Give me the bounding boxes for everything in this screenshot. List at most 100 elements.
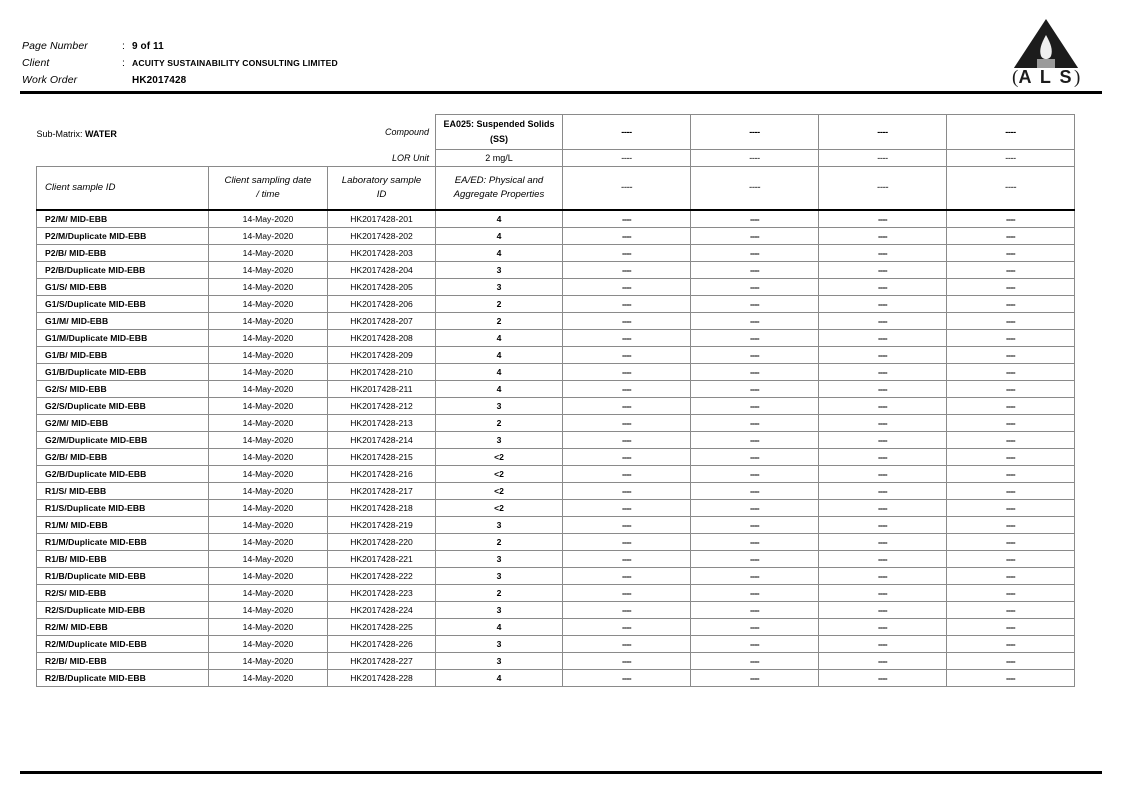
row-result-value-4: ---- [946, 209, 1075, 228]
row-lab-sample-id: HK2017428-210 [327, 363, 436, 381]
row-sampling-date: 14-May-2020 [208, 482, 328, 500]
row-sampling-date: 14-May-2020 [208, 397, 328, 415]
row-result-value-1: ---- [562, 227, 691, 245]
row-client-sample-id: G1/S/ MID-EBB [36, 278, 209, 296]
row-result-value-2: ---- [690, 209, 819, 228]
row-result-value-3: ---- [818, 669, 947, 687]
column-header-sampling-date-line1: Client sampling date [224, 175, 312, 186]
lor-unit-label: LOR Unit [327, 149, 436, 167]
row-result-value-0: 4 [435, 227, 563, 245]
row-result-value-1: ---- [562, 244, 691, 262]
row-result-value-1: ---- [562, 516, 691, 534]
row-result-value-4: ---- [946, 227, 1075, 245]
header-row-work-order: Work Order HK2017428 [22, 74, 982, 88]
row-result-value-1: ---- [562, 533, 691, 551]
table-row: R2/B/ MID-EBB 14-May-2020 HK2017428-227 3 --… [36, 652, 1075, 670]
row-result-value-0: 3 [435, 601, 563, 619]
row-result-value-4: ---- [946, 397, 1075, 415]
row-sampling-date: 14-May-2020 [208, 448, 328, 466]
row-result-value-3: ---- [818, 516, 947, 534]
row-result-value-4: ---- [946, 346, 1075, 364]
footer-divider-rule [20, 771, 1102, 774]
column-header-lab-sample-id: Laboratory sample ID [327, 166, 436, 211]
lor-unit-value-4: ---- [946, 149, 1075, 167]
row-client-sample-id: R1/M/ MID-EBB [36, 516, 209, 534]
row-result-value-0: <2 [435, 465, 563, 483]
row-result-value-0: 2 [435, 414, 563, 432]
row-result-value-2: ---- [690, 227, 819, 245]
row-sampling-date: 14-May-2020 [208, 363, 328, 381]
client-label: Client [22, 57, 50, 69]
row-sampling-date: 14-May-2020 [208, 261, 328, 279]
row-client-sample-id: P2/B/ MID-EBB [36, 244, 209, 262]
row-result-value-3: ---- [818, 448, 947, 466]
column-header-sampling-date: Client sampling date / time [208, 166, 328, 211]
row-result-value-4: ---- [946, 550, 1075, 568]
row-lab-sample-id: HK2017428-214 [327, 431, 436, 449]
column-header-client-sample-id: Client sample ID [36, 166, 209, 211]
row-result-value-0: 4 [435, 209, 563, 228]
row-result-value-3: ---- [818, 209, 947, 228]
row-result-value-3: ---- [818, 244, 947, 262]
work-order-label: Work Order [22, 74, 78, 86]
row-client-sample-id: P2/M/Duplicate MID-EBB [36, 227, 209, 245]
row-result-value-2: ---- [690, 261, 819, 279]
row-sampling-date: 14-May-2020 [208, 209, 328, 228]
row-result-value-3: ---- [818, 601, 947, 619]
row-sampling-date: 14-May-2020 [208, 567, 328, 585]
row-client-sample-id: G1/M/ MID-EBB [36, 312, 209, 330]
row-result-value-1: ---- [562, 499, 691, 517]
row-result-value-4: ---- [946, 584, 1075, 602]
row-result-value-0: 4 [435, 380, 563, 398]
row-lab-sample-id: HK2017428-228 [327, 669, 436, 687]
table-row: R1/S/Duplicate MID-EBB 14-May-2020 HK20174… [36, 499, 1075, 517]
table-row: P2/B/Duplicate MID-EBB 14-May-2020 HK20174… [36, 261, 1075, 279]
row-result-value-4: ---- [946, 533, 1075, 551]
row-client-sample-id: R1/M/Duplicate MID-EBB [36, 533, 209, 551]
report-header: Page Number : 9 of 11 Client : ACUITY SU… [22, 40, 982, 91]
row-result-value-0: <2 [435, 448, 563, 466]
table-row: P2/B/ MID-EBB 14-May-2020 HK2017428-203 4 --… [36, 244, 1075, 262]
row-client-sample-id: R2/M/ MID-EBB [36, 618, 209, 636]
row-sampling-date: 14-May-2020 [208, 431, 328, 449]
row-result-value-1: ---- [562, 652, 691, 670]
row-client-sample-id: G2/B/ MID-EBB [36, 448, 209, 466]
compound-name-2: ---- [690, 114, 819, 150]
row-lab-sample-id: HK2017428-224 [327, 601, 436, 619]
row-result-value-3: ---- [818, 380, 947, 398]
row-result-value-0: 3 [435, 261, 563, 279]
sub-matrix-value: WATER [85, 129, 117, 139]
row-result-value-4: ---- [946, 431, 1075, 449]
row-result-value-3: ---- [818, 550, 947, 568]
row-lab-sample-id: HK2017428-225 [327, 618, 436, 636]
row-result-value-0: 3 [435, 652, 563, 670]
row-result-value-2: ---- [690, 635, 819, 653]
table-row: G1/M/Duplicate MID-EBB 14-May-2020 HK20174… [36, 329, 1075, 347]
column-header-lab-sample-id-line2: ID [376, 189, 387, 200]
row-result-value-3: ---- [818, 397, 947, 415]
row-result-value-2: ---- [690, 618, 819, 636]
row-result-value-4: ---- [946, 244, 1075, 262]
row-result-value-3: ---- [818, 227, 947, 245]
table-row: G1/S/Duplicate MID-EBB 14-May-2020 HK20174… [36, 295, 1075, 313]
row-lab-sample-id: HK2017428-220 [327, 533, 436, 551]
row-sampling-date: 14-May-2020 [208, 329, 328, 347]
row-result-value-4: ---- [946, 312, 1075, 330]
row-client-sample-id: R1/B/Duplicate MID-EBB [36, 567, 209, 585]
row-client-sample-id: G1/B/Duplicate MID-EBB [36, 363, 209, 381]
row-result-value-2: ---- [690, 516, 819, 534]
column-header-row: Client sample ID Client sampling date / … [36, 166, 1075, 211]
table-row: R2/S/ MID-EBB 14-May-2020 HK2017428-223 2 --… [36, 584, 1075, 602]
row-result-value-0: 4 [435, 346, 563, 364]
row-result-value-3: ---- [818, 652, 947, 670]
als-logo-icon: ( A L S ) [1004, 19, 1088, 88]
row-result-value-2: ---- [690, 448, 819, 466]
row-lab-sample-id: HK2017428-219 [327, 516, 436, 534]
row-lab-sample-id: HK2017428-208 [327, 329, 436, 347]
row-lab-sample-id: HK2017428-209 [327, 346, 436, 364]
row-result-value-2: ---- [690, 499, 819, 517]
row-client-sample-id: G2/S/ MID-EBB [36, 380, 209, 398]
table-row: G2/M/ MID-EBB 14-May-2020 HK2017428-213 2 --… [36, 414, 1075, 432]
row-sampling-date: 14-May-2020 [208, 295, 328, 313]
row-lab-sample-id: HK2017428-212 [327, 397, 436, 415]
